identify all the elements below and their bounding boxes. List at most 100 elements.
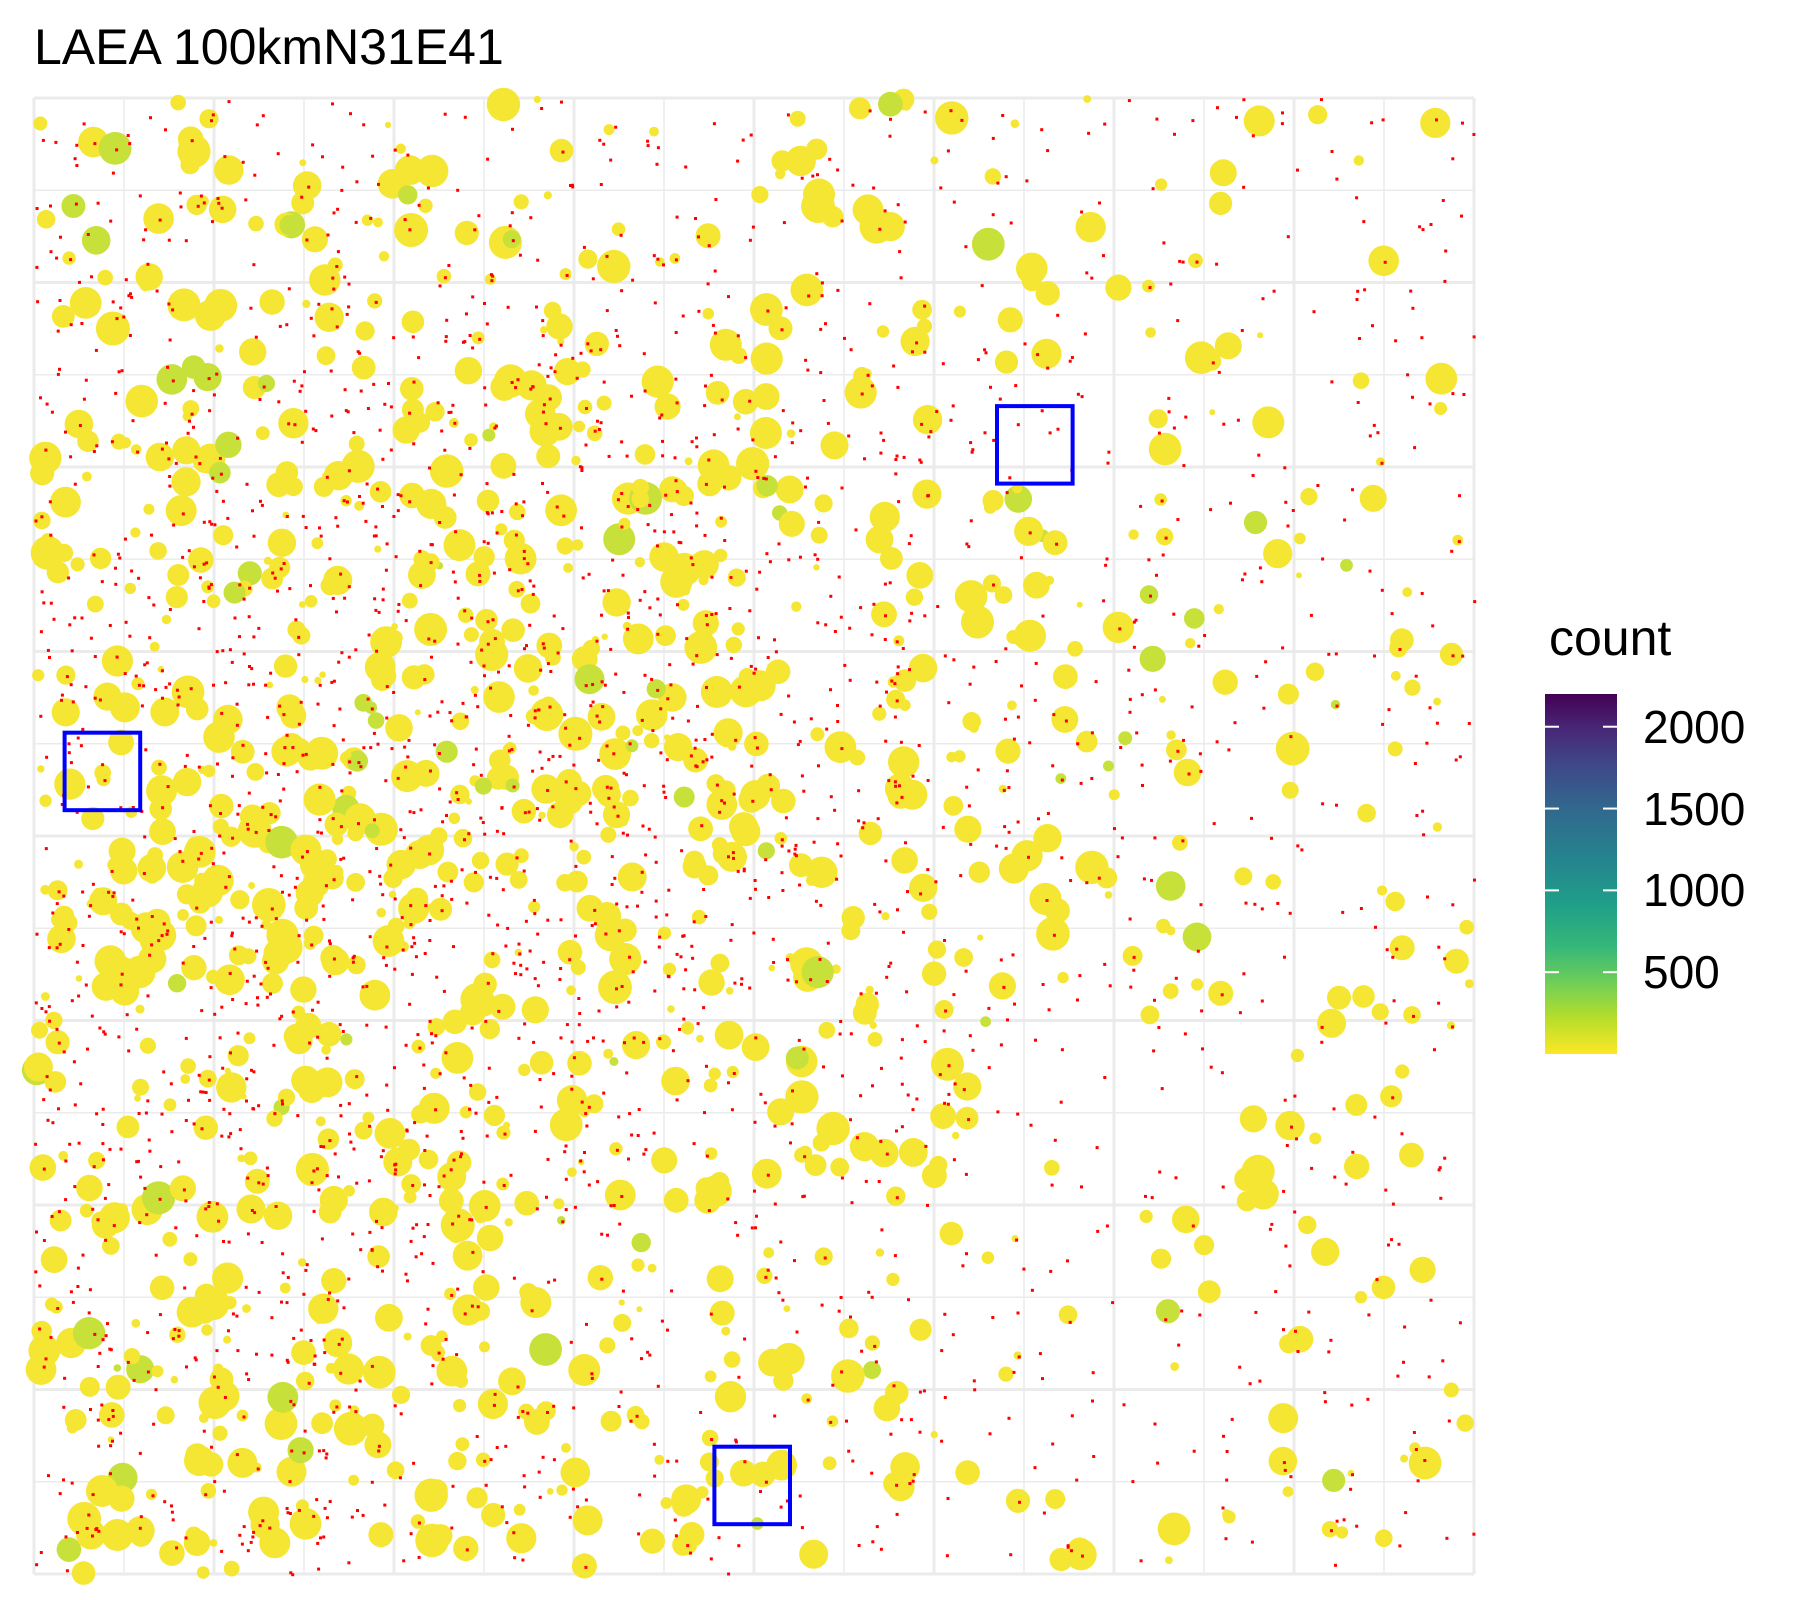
heatmap-cell-low — [1362, 220, 1366, 224]
heatmap-cell-low — [941, 362, 945, 366]
heatmap-cell-low — [376, 742, 380, 746]
heatmap-cell — [438, 1188, 464, 1214]
heatmap-cell — [185, 1443, 209, 1467]
heatmap-cell-low — [362, 123, 366, 127]
heatmap-cell — [596, 395, 612, 411]
heatmap-cell — [340, 1033, 353, 1046]
heatmap-cell-low — [281, 1252, 285, 1256]
heatmap-cell-low — [896, 672, 900, 676]
heatmap-cell-low — [307, 185, 311, 189]
heatmap-cell-low — [946, 149, 950, 153]
heatmap-cell — [493, 364, 528, 398]
heatmap-cell-low — [905, 990, 909, 994]
heatmap-cell-low — [332, 211, 336, 215]
heatmap-cell-low — [115, 148, 119, 152]
heatmap-cell — [543, 301, 562, 320]
heatmap-cell-low — [1221, 1185, 1225, 1189]
heatmap-cell-low — [333, 1152, 337, 1156]
heatmap-cell-low — [938, 1073, 942, 1077]
heatmap-cell-low — [829, 1420, 833, 1424]
heatmap-cell-low — [374, 534, 378, 538]
heatmap-cell-low — [605, 744, 609, 748]
heatmap-cell — [622, 1031, 651, 1060]
heatmap-cell-low — [431, 1261, 435, 1265]
heatmap-cell-low — [433, 743, 437, 747]
heatmap-cell-low — [831, 1383, 835, 1387]
heatmap-cell — [289, 1507, 322, 1540]
heatmap-cell-low — [887, 965, 891, 968]
box-left — [62, 730, 143, 813]
heatmap-cell-low — [752, 931, 756, 935]
heatmap-cell-low — [245, 482, 249, 486]
heatmap-cell-low — [674, 479, 678, 483]
heatmap-cell-low — [317, 1567, 321, 1571]
heatmap-cell — [556, 1484, 568, 1496]
heatmap-cell — [287, 1437, 314, 1464]
heatmap-cell — [425, 402, 445, 422]
heatmap-cell-low — [703, 1111, 706, 1115]
heatmap-cell-low — [235, 723, 239, 727]
heatmap-cell-low — [574, 787, 578, 791]
heatmap-cell-low — [755, 746, 759, 750]
heatmap-cell — [654, 393, 681, 420]
heatmap-cell-low — [547, 758, 551, 762]
heatmap-cell-low — [396, 493, 400, 497]
heatmap-cell-low — [1398, 1544, 1402, 1548]
heatmap-cell-low — [868, 109, 872, 113]
heatmap-cell-low — [248, 665, 251, 668]
heatmap-cell — [1155, 178, 1168, 191]
heatmap-cell-low — [231, 836, 235, 840]
heatmap-cell-low — [219, 812, 222, 815]
heatmap-cell — [632, 725, 644, 737]
heatmap-cell-low — [1276, 901, 1280, 905]
heatmap-cell — [725, 987, 734, 995]
heatmap-cell-low — [568, 743, 572, 747]
heatmap-cell — [364, 651, 396, 683]
heatmap-cell-low — [501, 888, 505, 892]
heatmap-cell-low — [849, 1118, 852, 1122]
heatmap-cell-low — [246, 1232, 250, 1236]
legend-title: count — [1549, 610, 1672, 666]
heatmap-cell-low — [377, 1449, 381, 1453]
heatmap-cell — [191, 876, 224, 908]
heatmap-cell-low — [311, 1008, 314, 1012]
heatmap-cell — [194, 299, 226, 331]
heatmap-cell-low — [111, 171, 115, 175]
heatmap-cell — [504, 542, 537, 575]
heatmap-cell-low — [497, 1009, 501, 1013]
heatmap-cell — [398, 1138, 421, 1161]
heatmap-cell — [134, 1094, 141, 1102]
heatmap-cell-low — [135, 1027, 139, 1031]
heatmap-cell-low — [210, 1445, 213, 1449]
heatmap-cell — [130, 527, 141, 538]
heatmap-cell-low — [1355, 298, 1359, 301]
heatmap-cell — [105, 1374, 131, 1400]
heatmap-cell — [1148, 432, 1182, 466]
heatmap-cell-low — [1111, 1301, 1115, 1305]
heatmap-cell-low — [287, 422, 291, 426]
heatmap-cell-low — [396, 609, 400, 613]
heatmap-cell — [622, 789, 639, 807]
heatmap-cell-low — [486, 512, 490, 516]
heatmap-cell — [79, 1203, 94, 1218]
heatmap-cell-low — [76, 1266, 80, 1270]
heatmap-cell-low — [158, 1313, 162, 1317]
heatmap-cell — [259, 1527, 291, 1559]
heatmap-cell-low — [254, 830, 258, 834]
heatmap-cell-low — [279, 567, 283, 571]
heatmap-cell-low — [159, 1165, 163, 1169]
heatmap-cell — [429, 454, 464, 488]
heatmap-cell-low — [88, 1288, 92, 1292]
heatmap-cell — [556, 1085, 588, 1116]
heatmap-cell-low — [607, 454, 611, 458]
heatmap-cell-low — [228, 972, 232, 975]
heatmap-cell — [570, 959, 586, 976]
heatmap-cell-low — [899, 276, 903, 280]
heatmap-cell-low — [1150, 878, 1153, 882]
heatmap-cell — [1045, 575, 1055, 586]
heatmap-cell-low — [409, 1239, 413, 1243]
heatmap-cell-low — [628, 1112, 632, 1116]
heatmap-cell-low — [918, 458, 922, 462]
heatmap-cell-low — [1282, 1461, 1286, 1465]
heatmap-cell — [791, 601, 802, 612]
